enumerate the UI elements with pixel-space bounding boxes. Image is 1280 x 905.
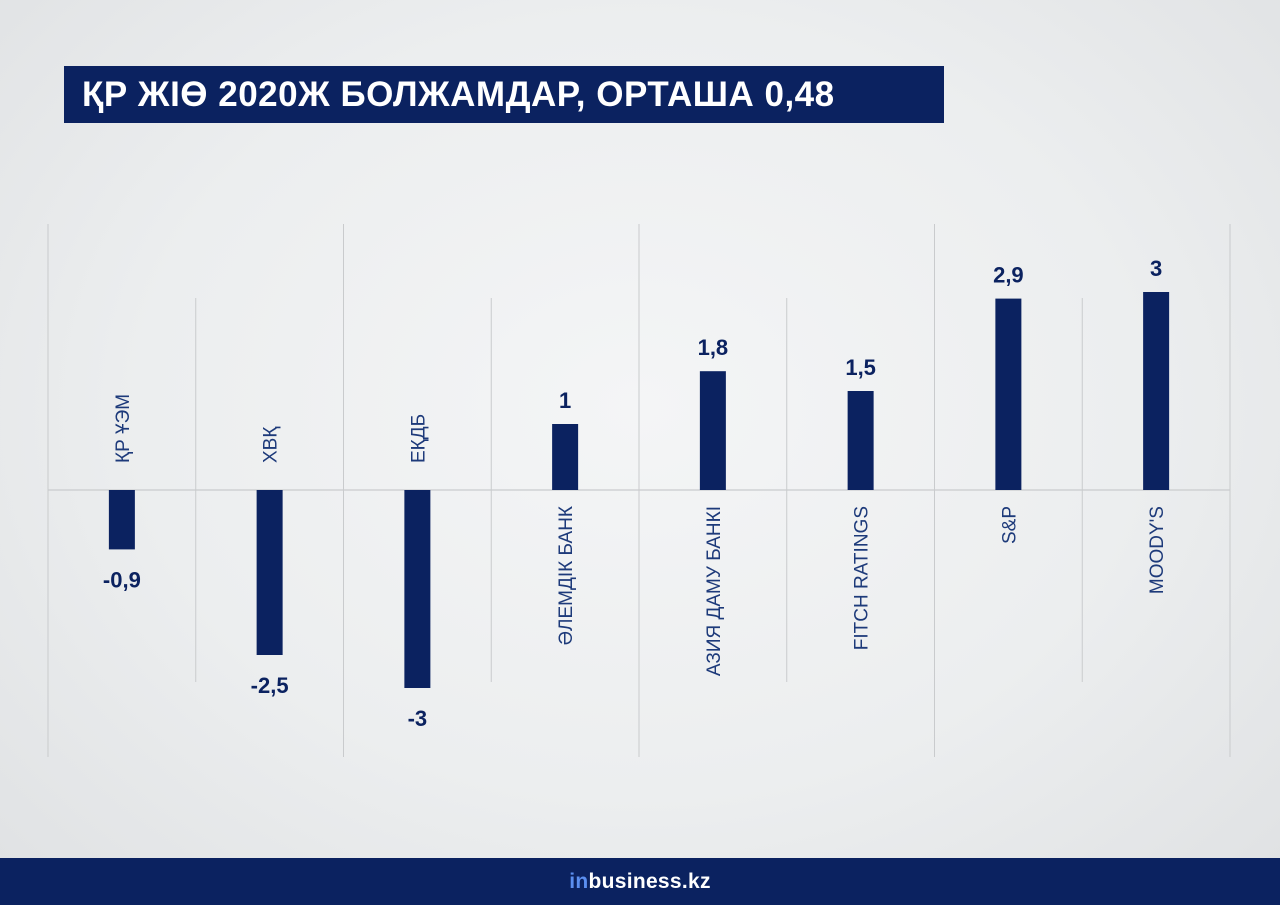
brand-suffix: business.kz xyxy=(588,869,711,893)
value-label: 2,9 xyxy=(993,263,1024,288)
category-label: ЕҚДБ xyxy=(408,414,429,463)
category-label: MOODY'S xyxy=(1147,506,1168,594)
bar xyxy=(995,298,1022,490)
category-label: АЗИЯ ДАМУ БАНКІ xyxy=(704,506,725,676)
value-label: 1 xyxy=(559,388,571,413)
footer-bar: inbusiness.kz xyxy=(0,858,1280,905)
value-label: 1,8 xyxy=(698,335,729,360)
chart-title: ҚР ЖІӨ 2020Ж БОЛЖАМДАР, ОРТАША 0,48 xyxy=(82,74,835,114)
bar xyxy=(847,391,874,490)
chart-title-box: ҚР ЖІӨ 2020Ж БОЛЖАМДАР, ОРТАША 0,48 xyxy=(64,66,944,123)
value-label: -3 xyxy=(408,706,428,731)
value-label: -0,9 xyxy=(103,567,141,592)
brand-logo: inbusiness.kz xyxy=(569,870,711,894)
bar xyxy=(699,371,726,490)
bar xyxy=(552,424,579,490)
value-label: -2,5 xyxy=(251,673,289,698)
category-label: ХВҚ xyxy=(261,427,282,463)
value-label: 3 xyxy=(1150,256,1162,281)
bar xyxy=(404,490,431,688)
category-label: ҚР ҰЭМ xyxy=(113,394,134,463)
brand-prefix: in xyxy=(569,869,589,893)
category-label: ӘЛЕМДІК БАНК xyxy=(556,506,577,645)
category-label: FITCH RATINGS xyxy=(852,506,873,650)
category-label: S&P xyxy=(999,506,1020,544)
value-label: 1,5 xyxy=(845,355,876,380)
bar xyxy=(1143,292,1170,490)
bar xyxy=(256,490,283,655)
bar xyxy=(108,490,135,550)
